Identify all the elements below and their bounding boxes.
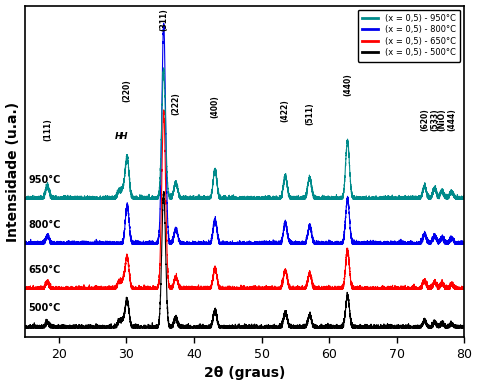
Text: (440): (440)	[343, 73, 352, 96]
Text: 500°C: 500°C	[29, 303, 61, 313]
Text: 800°C: 800°C	[29, 220, 61, 230]
Text: (311): (311)	[159, 8, 168, 31]
Text: 650°C: 650°C	[29, 265, 61, 275]
Text: (400): (400)	[210, 96, 219, 119]
Text: H: H	[115, 132, 123, 141]
Legend: (x = 0,5) - 950°C, (x = 0,5) - 800°C, (x = 0,5) - 650°C, (x = 0,5) - 500°C: (x = 0,5) - 950°C, (x = 0,5) - 800°C, (x…	[358, 10, 460, 61]
Text: 950°C: 950°C	[29, 174, 61, 185]
Text: (222): (222)	[171, 92, 180, 115]
Y-axis label: Intensidade (u.a.): Intensidade (u.a.)	[6, 102, 20, 242]
Text: (511): (511)	[305, 102, 314, 125]
Text: (NiO): (NiO)	[438, 108, 446, 131]
Text: H: H	[120, 132, 127, 141]
Text: (620): (620)	[420, 108, 429, 131]
Text: (422): (422)	[281, 99, 290, 122]
Text: (220): (220)	[123, 80, 131, 102]
X-axis label: 2θ (graus): 2θ (graus)	[204, 366, 285, 381]
Text: (111): (111)	[43, 118, 52, 141]
Text: (444): (444)	[447, 108, 456, 131]
Text: (533): (533)	[430, 108, 439, 131]
